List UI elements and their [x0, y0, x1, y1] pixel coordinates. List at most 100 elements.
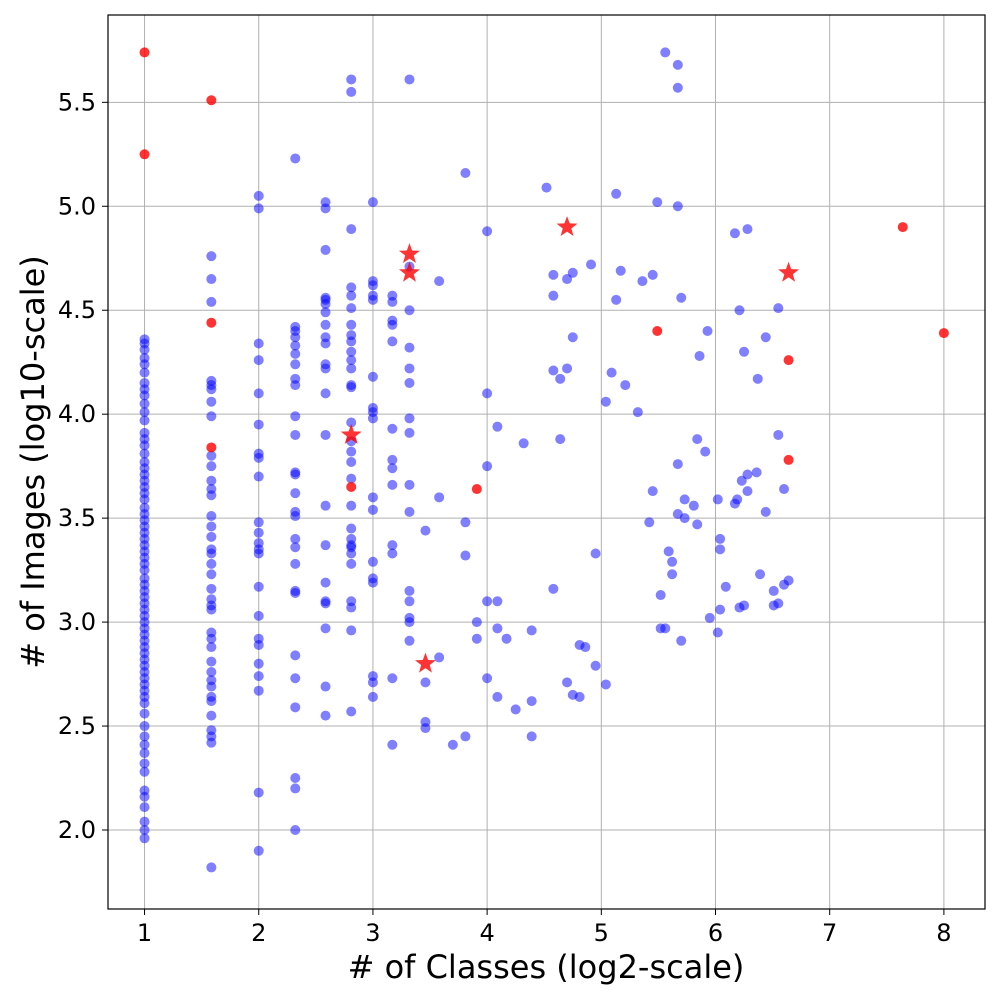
blue-point: [346, 303, 357, 314]
blue-point: [660, 623, 671, 634]
blue-point: [768, 585, 779, 596]
blue-point: [404, 596, 415, 607]
blue-point: [346, 282, 357, 293]
blue-point: [387, 319, 398, 330]
blue-point: [367, 413, 378, 424]
blue-point: [206, 583, 217, 594]
blue-point: [290, 332, 301, 343]
blue-point: [600, 396, 611, 407]
blue-point: [672, 59, 683, 70]
blue-point: [637, 276, 648, 287]
blue-point: [548, 583, 559, 594]
blue-point: [346, 346, 357, 357]
blue-point: [482, 388, 493, 399]
blue-point: [320, 363, 331, 374]
blue-point: [760, 506, 771, 517]
blue-point: [647, 269, 658, 280]
blue-point: [253, 671, 264, 682]
blue-point: [492, 421, 503, 432]
blue-point: [206, 274, 217, 285]
blue-point: [320, 681, 331, 692]
blue-point: [139, 739, 150, 750]
blue-point: [729, 228, 740, 239]
blue-point: [290, 673, 301, 684]
blue-point: [611, 188, 622, 199]
blue-point: [346, 706, 357, 717]
blue-point: [387, 296, 398, 307]
x-tick-label: 7: [822, 919, 837, 947]
blue-point: [206, 511, 217, 522]
blue-point: [518, 438, 529, 449]
blue-point: [139, 494, 150, 505]
blue-point: [676, 292, 687, 303]
blue-point: [501, 633, 512, 644]
blue-point: [320, 598, 331, 609]
blue-point: [346, 86, 357, 97]
blue-point: [206, 475, 217, 486]
blue-point: [679, 494, 690, 505]
blue-point: [253, 581, 264, 592]
blue-point: [346, 446, 357, 457]
blue-point: [652, 197, 663, 208]
blue-point: [672, 201, 683, 212]
blue-point: [704, 612, 715, 623]
blue-point: [290, 542, 301, 553]
blue-point: [320, 388, 331, 399]
blue-point: [346, 548, 357, 559]
y-tick-label: 2.5: [58, 712, 96, 740]
blue-point: [647, 486, 658, 497]
blue-point: [692, 519, 703, 530]
star-point: [778, 261, 800, 282]
blue-point: [139, 359, 150, 370]
blue-point: [526, 696, 537, 707]
blue-point: [346, 417, 357, 428]
blue-point: [751, 467, 762, 478]
blue-point: [404, 74, 415, 85]
blue-point: [672, 459, 683, 470]
blue-point: [567, 267, 578, 278]
blue-point: [346, 319, 357, 330]
blue-point: [742, 224, 753, 235]
blue-point: [253, 685, 264, 696]
blue-point: [387, 540, 398, 551]
x-tick-label: 6: [708, 919, 723, 947]
blue-point: [590, 660, 601, 671]
blue-point: [253, 658, 264, 669]
blue-point: [139, 708, 150, 719]
blue-point: [346, 363, 357, 374]
blue-point: [206, 633, 217, 644]
blue-point: [346, 336, 357, 347]
blue-point: [206, 461, 217, 472]
blue-point: [290, 359, 301, 370]
blue-point: [387, 479, 398, 490]
blue-point: [206, 531, 217, 542]
blue-point: [404, 413, 415, 424]
blue-point: [320, 710, 331, 721]
x-tick-label: 2: [251, 919, 266, 947]
blue-point: [290, 650, 301, 661]
blue-point: [346, 224, 357, 235]
blue-point: [206, 666, 217, 677]
blue-point: [660, 47, 671, 58]
blue-point: [387, 454, 398, 465]
blue-point: [526, 625, 537, 636]
blue-point: [404, 635, 415, 646]
blue-point: [676, 635, 687, 646]
blue-point: [739, 600, 750, 611]
blue-point: [346, 355, 357, 366]
blue-point: [510, 704, 521, 715]
blue-point: [253, 419, 264, 430]
red-point: [206, 317, 217, 328]
blue-point: [139, 344, 150, 355]
blue-point: [139, 390, 150, 401]
blue-point: [139, 440, 150, 451]
blue-point: [387, 463, 398, 474]
blue-point: [482, 596, 493, 607]
blue-point: [253, 845, 264, 856]
blue-point: [253, 639, 264, 650]
red-point: [783, 454, 794, 465]
blue-point: [548, 290, 559, 301]
blue-point: [715, 604, 726, 615]
